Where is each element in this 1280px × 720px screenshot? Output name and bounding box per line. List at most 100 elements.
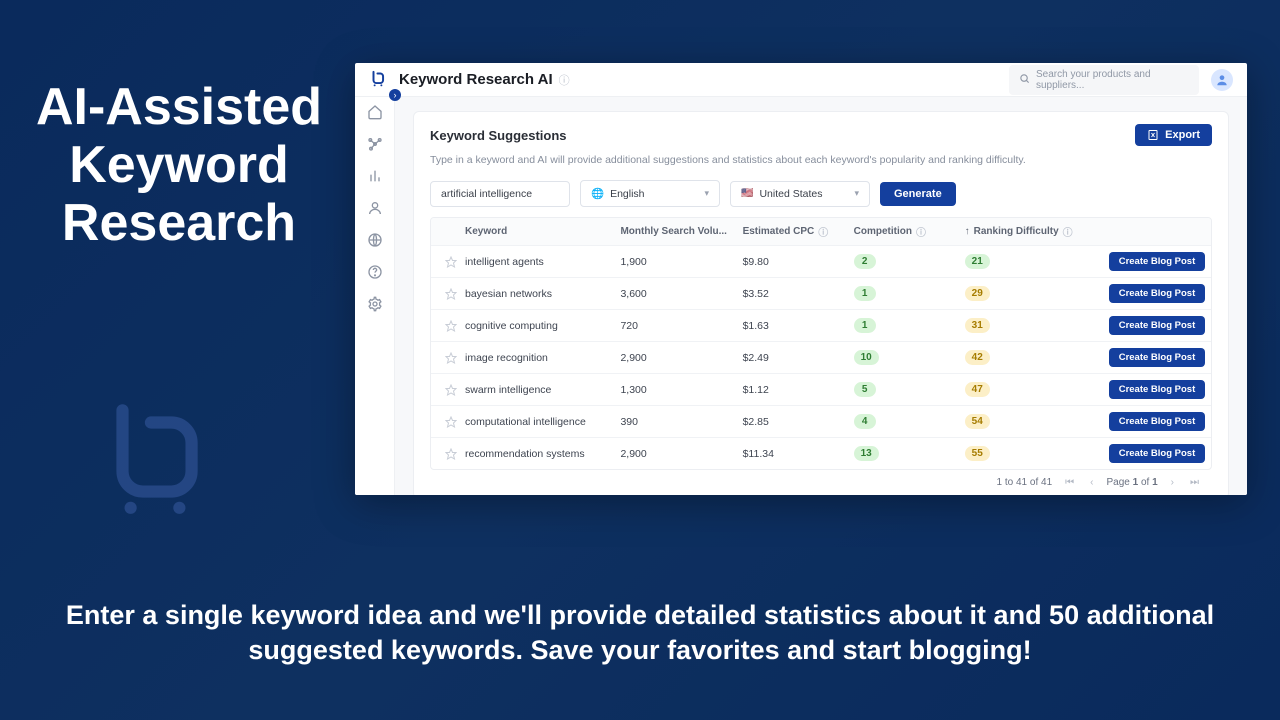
filter-row: artificial intelligence 🌐English ▾ 🇺🇸Uni… [430, 180, 1212, 207]
gear-icon[interactable] [366, 295, 384, 313]
main-panel: Keyword Suggestions Export Type in a key… [395, 97, 1247, 495]
col-difficulty[interactable]: ↑Ranking Difficultyⓘ [965, 224, 1109, 239]
table-row: recommendation systems2,900$11.341355Cre… [431, 438, 1211, 469]
cell-volume: 2,900 [620, 352, 742, 364]
keyword-input[interactable]: artificial intelligence [430, 181, 570, 207]
col-keyword[interactable]: Keyword [465, 226, 620, 237]
create-blog-post-button[interactable]: Create Blog Post [1109, 252, 1205, 271]
help-icon[interactable] [366, 263, 384, 281]
hero-title: AI-Assisted Keyword Research [24, 78, 334, 253]
table-row: computational intelligence390$2.85454Cre… [431, 406, 1211, 438]
app-window: Keyword Research AI ⓘ Search your produc… [355, 63, 1247, 495]
favorite-star-icon[interactable] [437, 448, 465, 460]
results-table: Keyword Monthly Search Volu... Estimated… [430, 217, 1212, 470]
language-select[interactable]: 🌐English ▾ [580, 180, 720, 207]
hero-subtitle: Enter a single keyword idea and we'll pr… [46, 598, 1234, 668]
table-row: bayesian networks3,600$3.52129Create Blo… [431, 278, 1211, 310]
cell-difficulty: 21 [965, 254, 1109, 269]
global-search-input[interactable]: Search your products and suppliers... [1009, 65, 1199, 95]
cell-difficulty: 29 [965, 286, 1109, 301]
cell-difficulty: 31 [965, 318, 1109, 333]
section-description: Type in a keyword and AI will provide ad… [430, 154, 1212, 166]
cell-competition: 2 [854, 254, 965, 269]
cell-keyword: intelligent agents [465, 256, 620, 268]
network-icon[interactable] [366, 135, 384, 153]
favorite-star-icon[interactable] [437, 416, 465, 428]
table-row: cognitive computing720$1.63131Create Blo… [431, 310, 1211, 342]
pager-prev-icon[interactable]: ‹ [1087, 477, 1096, 488]
cell-competition: 4 [854, 414, 965, 429]
globe-icon[interactable] [366, 231, 384, 249]
cell-cpc: $9.80 [743, 256, 854, 268]
chart-icon[interactable] [366, 167, 384, 185]
pager-last-icon[interactable]: ⏭ [1187, 477, 1202, 488]
cell-cpc: $1.12 [743, 384, 854, 396]
sidebar: › [355, 97, 395, 495]
cell-cpc: $3.52 [743, 288, 854, 300]
export-button[interactable]: Export [1135, 124, 1212, 146]
pagination: 1 to 41 of 41 ⏮ ‹ Page 1 of 1 › ⏭ [430, 470, 1212, 490]
pager-next-icon[interactable]: › [1168, 477, 1177, 488]
app-logo-icon [369, 69, 387, 90]
search-placeholder: Search your products and suppliers... [1036, 69, 1189, 91]
cell-cpc: $11.34 [743, 448, 854, 460]
cell-keyword: bayesian networks [465, 288, 620, 300]
create-blog-post-button[interactable]: Create Blog Post [1109, 444, 1205, 463]
create-blog-post-button[interactable]: Create Blog Post [1109, 380, 1205, 399]
home-icon[interactable] [366, 103, 384, 121]
cell-competition: 1 [854, 318, 965, 333]
country-select[interactable]: 🇺🇸United States ▾ [730, 181, 870, 207]
col-competition[interactable]: Competitionⓘ [854, 224, 965, 239]
info-icon: ⓘ [916, 224, 926, 239]
table-row: intelligent agents1,900$9.80221Create Bl… [431, 246, 1211, 278]
favorite-star-icon[interactable] [437, 288, 465, 300]
generate-button[interactable]: Generate [880, 182, 956, 206]
cell-volume: 390 [620, 416, 742, 428]
cell-competition: 13 [854, 446, 965, 461]
favorite-star-icon[interactable] [437, 384, 465, 396]
create-blog-post-button[interactable]: Create Blog Post [1109, 316, 1205, 335]
col-cpc[interactable]: Estimated CPCⓘ [743, 224, 854, 239]
cell-cpc: $2.49 [743, 352, 854, 364]
pager-range: 1 to 41 of 41 [997, 477, 1053, 488]
info-icon: ⓘ [1063, 224, 1073, 239]
user-icon[interactable] [366, 199, 384, 217]
cell-keyword: recommendation systems [465, 448, 620, 460]
create-blog-post-button[interactable]: Create Blog Post [1109, 284, 1205, 303]
keyword-suggestions-card: Keyword Suggestions Export Type in a key… [413, 111, 1229, 495]
pager-first-icon[interactable]: ⏮ [1062, 477, 1077, 488]
globe-small-icon: 🌐 [591, 187, 604, 200]
cell-cpc: $2.85 [743, 416, 854, 428]
create-blog-post-button[interactable]: Create Blog Post [1109, 412, 1205, 431]
chevron-down-icon: ▾ [854, 188, 859, 199]
flag-icon: 🇺🇸 [741, 188, 753, 199]
cell-difficulty: 42 [965, 350, 1109, 365]
cell-competition: 5 [854, 382, 965, 397]
cell-volume: 3,600 [620, 288, 742, 300]
cell-keyword: image recognition [465, 352, 620, 364]
cell-keyword: swarm intelligence [465, 384, 620, 396]
export-label: Export [1165, 129, 1200, 141]
cell-keyword: cognitive computing [465, 320, 620, 332]
sidebar-collapse-icon[interactable]: › [389, 89, 401, 101]
page-title: Keyword Research AI [399, 71, 553, 88]
favorite-star-icon[interactable] [437, 256, 465, 268]
cell-volume: 1,900 [620, 256, 742, 268]
cell-difficulty: 55 [965, 446, 1109, 461]
info-icon[interactable]: ⓘ [559, 72, 570, 88]
search-icon [1019, 73, 1030, 87]
cell-difficulty: 47 [965, 382, 1109, 397]
favorite-star-icon[interactable] [437, 352, 465, 364]
col-volume[interactable]: Monthly Search Volu... [620, 226, 742, 237]
chevron-down-icon: ▾ [704, 188, 709, 199]
favorite-star-icon[interactable] [437, 320, 465, 332]
cell-volume: 1,300 [620, 384, 742, 396]
table-header: Keyword Monthly Search Volu... Estimated… [431, 218, 1211, 246]
cell-volume: 720 [620, 320, 742, 332]
table-row: swarm intelligence1,300$1.12547Create Bl… [431, 374, 1211, 406]
avatar[interactable] [1211, 69, 1233, 91]
cell-difficulty: 54 [965, 414, 1109, 429]
brand-logo-icon [90, 390, 220, 525]
create-blog-post-button[interactable]: Create Blog Post [1109, 348, 1205, 367]
app-header: Keyword Research AI ⓘ Search your produc… [355, 63, 1247, 97]
